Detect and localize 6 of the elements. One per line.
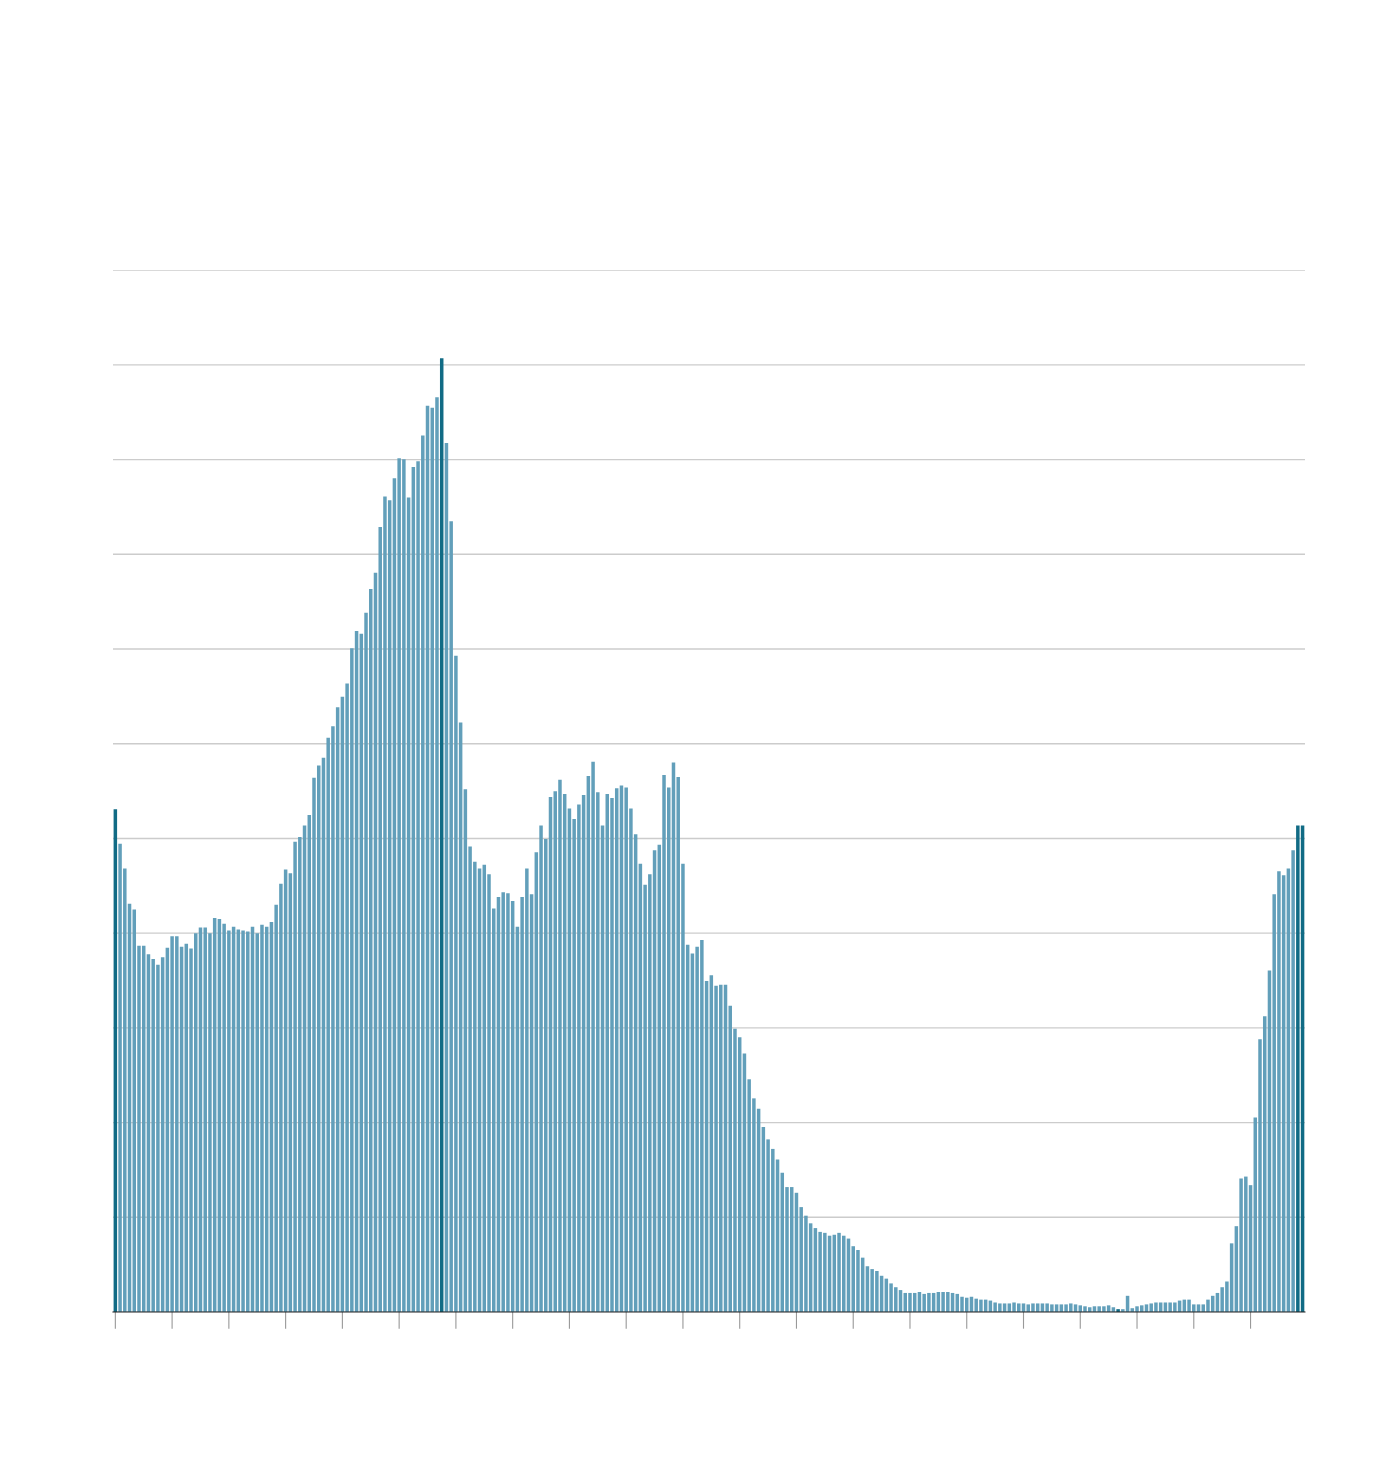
- bar: [1296, 825, 1300, 1313]
- bar: [908, 1292, 912, 1313]
- bar: [1291, 850, 1295, 1313]
- bar: [1083, 1306, 1087, 1313]
- bar: [435, 397, 439, 1313]
- bar: [960, 1296, 964, 1313]
